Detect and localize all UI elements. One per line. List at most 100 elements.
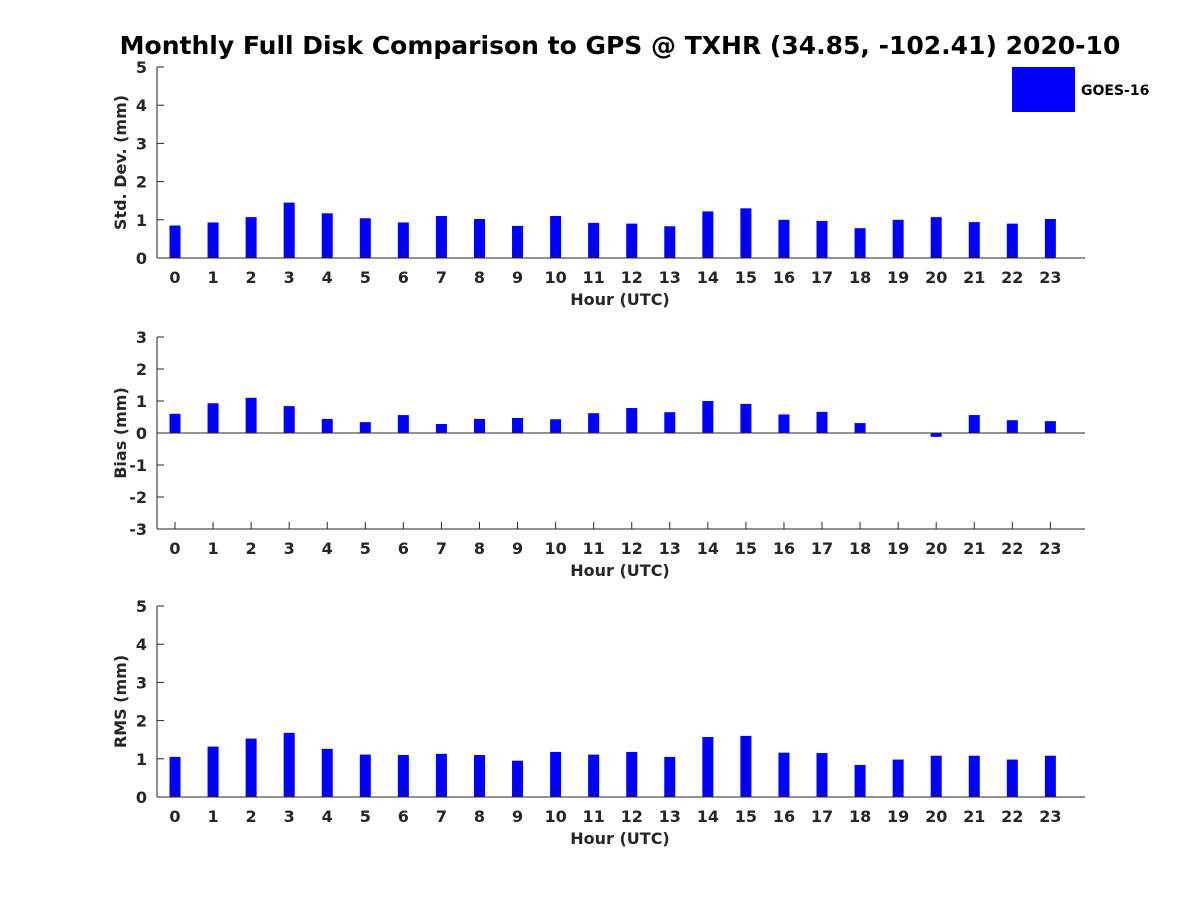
rms-xtick-label: 7 bbox=[436, 807, 447, 826]
rms-bar-18 bbox=[854, 764, 866, 797]
rms-bar-3 bbox=[283, 732, 295, 797]
std-dev-xtick-label: 12 bbox=[621, 268, 643, 287]
bias-bar-2 bbox=[245, 397, 257, 433]
rms-ytick-label: 3 bbox=[136, 673, 147, 692]
rms-ytick-label: 0 bbox=[136, 788, 147, 807]
std-dev-ytick-label: 2 bbox=[136, 173, 147, 192]
legend-swatch bbox=[1012, 67, 1075, 112]
rms-xtick-label: 3 bbox=[284, 807, 295, 826]
std-dev-xtick-label: 20 bbox=[925, 268, 947, 287]
bias-bar-21 bbox=[968, 415, 980, 433]
rms-bars bbox=[169, 732, 1056, 797]
std-dev-ytick-label: 5 bbox=[136, 58, 147, 77]
std-dev-ytick-label: 4 bbox=[136, 96, 147, 115]
bias-xtick-label: 21 bbox=[963, 539, 985, 558]
std-dev-y-axis-label: Std. Dev. (mm) bbox=[111, 95, 130, 230]
bias-ytick-label: 2 bbox=[136, 360, 147, 379]
std-dev-xtick-label: 1 bbox=[207, 268, 218, 287]
std-dev-ytick-label: 3 bbox=[136, 134, 147, 153]
std-dev-bar-21 bbox=[968, 222, 980, 258]
std-dev-xtick-label: 10 bbox=[544, 268, 566, 287]
bias-bar-17 bbox=[816, 411, 828, 433]
legend-label: GOES-16 bbox=[1081, 83, 1149, 99]
std-dev-xtick-label: 22 bbox=[1001, 268, 1023, 287]
std-dev-xtick-label: 4 bbox=[322, 268, 333, 287]
bias-xtick-label: 17 bbox=[811, 539, 833, 558]
bias-bar-7 bbox=[435, 424, 447, 433]
std-dev-axes bbox=[156, 67, 1085, 259]
std-dev-xtick-label: 13 bbox=[659, 268, 681, 287]
bias-xtick-label: 4 bbox=[322, 539, 333, 558]
std-dev-xtick-label: 21 bbox=[963, 268, 985, 287]
bias-xtick-label: 9 bbox=[512, 539, 523, 558]
rms-xtick-label: 23 bbox=[1039, 807, 1061, 826]
rms-ytick-label: 4 bbox=[136, 635, 147, 654]
std-dev-bar-15 bbox=[740, 208, 752, 258]
rms-xtick-label: 17 bbox=[811, 807, 833, 826]
std-dev-bar-23 bbox=[1044, 219, 1056, 258]
std-dev-xtick-label: 11 bbox=[583, 268, 605, 287]
bias-xtick-label: 23 bbox=[1039, 539, 1061, 558]
rms-bar-22 bbox=[1006, 759, 1018, 797]
bias-bar-14 bbox=[702, 401, 714, 433]
bias-bar-0 bbox=[169, 413, 181, 433]
bias-bar-4 bbox=[321, 418, 333, 433]
std-dev-bar-22 bbox=[1006, 223, 1018, 258]
std-dev-bar-7 bbox=[435, 215, 447, 258]
std-dev-bar-18 bbox=[854, 228, 866, 258]
rms-bar-6 bbox=[397, 754, 409, 797]
bias-bar-5 bbox=[359, 422, 371, 433]
rms-bar-16 bbox=[778, 752, 790, 797]
std-dev-bar-10 bbox=[550, 215, 562, 258]
bias-xtick-label: 10 bbox=[544, 539, 566, 558]
std-dev-bar-4 bbox=[321, 213, 333, 258]
std-dev-xtick-label: 23 bbox=[1039, 268, 1061, 287]
std-dev-bar-6 bbox=[397, 222, 409, 258]
std-dev-xtick-label: 5 bbox=[360, 268, 371, 287]
std-dev-bar-13 bbox=[664, 226, 676, 258]
rms-ytick-label: 2 bbox=[136, 712, 147, 731]
bias-bar-1 bbox=[207, 403, 219, 433]
rms-xtick-label: 20 bbox=[925, 807, 947, 826]
bias-bar-20 bbox=[930, 433, 942, 437]
bias-bar-22 bbox=[1006, 420, 1018, 433]
rms-y-axis-label: RMS (mm) bbox=[111, 655, 130, 748]
rms-bar-0 bbox=[169, 756, 181, 797]
rms-xtick-label: 8 bbox=[474, 807, 485, 826]
rms-bar-1 bbox=[207, 746, 219, 797]
std-dev-xtick-label: 6 bbox=[398, 268, 409, 287]
bias-y-axis-label: Bias (mm) bbox=[111, 387, 130, 479]
bias-ytick-label: -1 bbox=[129, 456, 147, 475]
rms-xtick-label: 22 bbox=[1001, 807, 1023, 826]
std-dev-bar-16 bbox=[778, 219, 790, 258]
std-dev-x-axis-label: Hour (UTC) bbox=[570, 290, 670, 309]
std-dev-bar-14 bbox=[702, 211, 714, 258]
bias-xtick-label: 15 bbox=[735, 539, 757, 558]
rms-axes bbox=[156, 606, 1085, 798]
rms-bar-9 bbox=[512, 760, 524, 797]
std-dev-xtick-label: 19 bbox=[887, 268, 909, 287]
rms-xtick-label: 6 bbox=[398, 807, 409, 826]
bias-xtick-label: 6 bbox=[398, 539, 409, 558]
rms-bar-20 bbox=[930, 755, 942, 797]
rms-bar-13 bbox=[664, 756, 676, 797]
bias-ytick-label: -2 bbox=[129, 488, 147, 507]
std-dev-bar-12 bbox=[626, 223, 638, 258]
bias-xtick-label: 11 bbox=[583, 539, 605, 558]
bias-bar-18 bbox=[854, 423, 866, 433]
bias-ytick-label: 1 bbox=[136, 392, 147, 411]
bias-xtick-label: 12 bbox=[621, 539, 643, 558]
std-dev-xtick-label: 15 bbox=[735, 268, 757, 287]
rms-bar-5 bbox=[359, 754, 371, 797]
std-dev-bar-5 bbox=[359, 218, 371, 258]
std-dev-ytick-label: 1 bbox=[136, 211, 147, 230]
std-dev-xtick-label: 3 bbox=[284, 268, 295, 287]
bias-x-axis-label: Hour (UTC) bbox=[570, 561, 670, 580]
rms-bar-17 bbox=[816, 753, 828, 797]
rms-xtick-label: 11 bbox=[583, 807, 605, 826]
